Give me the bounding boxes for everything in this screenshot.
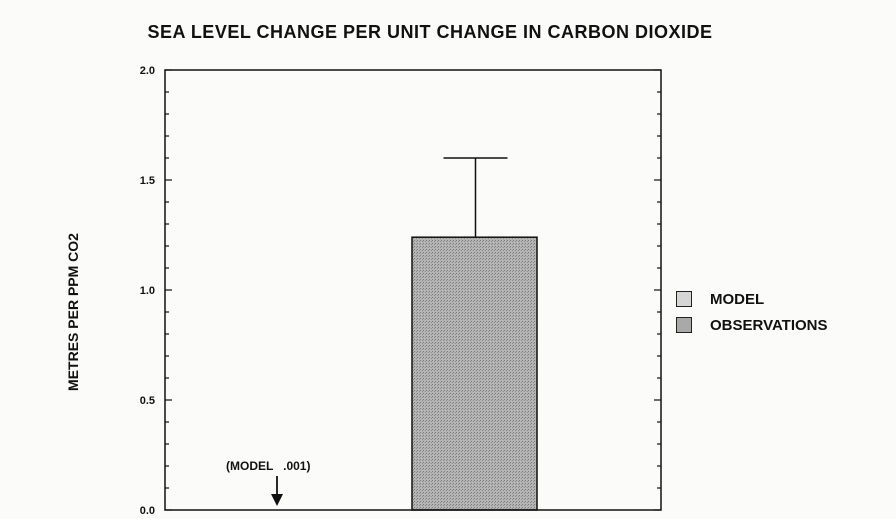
y-tick-label: 0.0 xyxy=(140,505,155,517)
y-tick-label: 1.5 xyxy=(140,175,155,187)
bar-observations xyxy=(411,236,538,511)
legend-item-observations: OBSERVATIONS xyxy=(676,312,828,338)
legend-label-model: MODEL xyxy=(710,290,765,308)
y-tick-label: 1.0 xyxy=(140,285,155,297)
legend-swatch-observations xyxy=(676,317,692,333)
y-tick-label: 2.0 xyxy=(140,65,155,77)
legend: MODEL OBSERVATIONS xyxy=(676,286,828,338)
plot-frame xyxy=(164,69,662,511)
legend-swatch-model xyxy=(676,291,692,307)
model-annotation: (MODEL .001) xyxy=(226,459,310,506)
annotation-arrow-head xyxy=(271,494,283,506)
chart-title: SEA LEVEL CHANGE PER UNIT CHANGE IN CARB… xyxy=(147,22,713,42)
legend-item-model: MODEL xyxy=(676,286,828,312)
y-tick-label: 0.5 xyxy=(140,395,155,407)
model-annotation-text: (MODEL .001) xyxy=(226,459,310,473)
legend-label-observations: OBSERVATIONS xyxy=(710,316,828,334)
